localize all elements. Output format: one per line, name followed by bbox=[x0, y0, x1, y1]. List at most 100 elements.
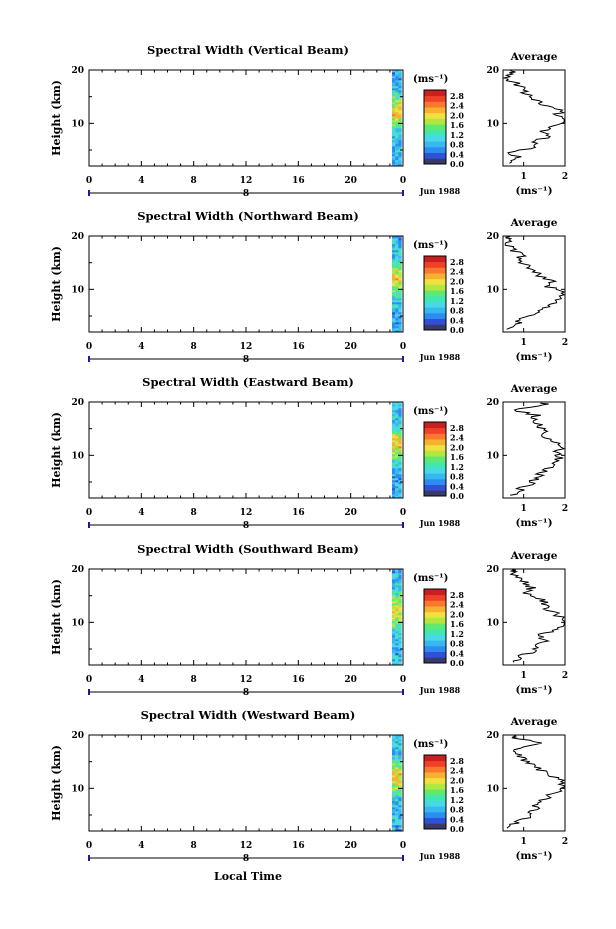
heatmap-cell bbox=[395, 639, 399, 642]
heatmap-cell bbox=[392, 589, 396, 592]
heatmap-cell bbox=[395, 470, 399, 473]
x-tick-label: 8 bbox=[191, 508, 197, 518]
heatmap-cell bbox=[395, 799, 399, 802]
heatmap-cell bbox=[395, 242, 399, 245]
heatmap-cell bbox=[395, 741, 399, 744]
heatmap-cell bbox=[395, 294, 399, 297]
heatmap-cell bbox=[392, 78, 396, 81]
x-tick-label: 0 bbox=[86, 342, 92, 352]
heatmap-cell bbox=[395, 617, 399, 620]
heatmap-cell bbox=[392, 436, 396, 439]
heatmap-cell bbox=[395, 124, 399, 127]
average-title: Average bbox=[510, 217, 558, 229]
heatmap-cell bbox=[395, 749, 399, 752]
heatmap-cell bbox=[392, 468, 396, 471]
heatmap-cell bbox=[398, 633, 402, 636]
heatmap-cell bbox=[395, 266, 399, 269]
panel-1: Spectral Width (Vertical Beam)0 4 8 12 16 20 0… bbox=[50, 43, 568, 199]
heatmap-cell bbox=[392, 74, 396, 77]
heatmap-cell bbox=[395, 78, 399, 81]
heatmap-cell bbox=[398, 434, 402, 437]
heatmap-cell bbox=[395, 260, 399, 263]
x-tick-label: 20 bbox=[344, 342, 357, 352]
x-tick-label: 16 bbox=[292, 508, 305, 518]
heatmap-cell bbox=[398, 402, 402, 405]
heatmap-cell bbox=[395, 793, 399, 796]
heatmap-cell bbox=[398, 136, 402, 139]
x-tick-label: 8 bbox=[191, 342, 197, 352]
heatmap-cell bbox=[398, 593, 402, 596]
x-tick-label: 12 bbox=[240, 675, 253, 685]
heatmap-cell bbox=[398, 607, 402, 610]
colorbar-tick-label: 1.2 bbox=[450, 130, 464, 140]
heatmap-cell bbox=[392, 749, 396, 752]
colorbar-swatch bbox=[424, 606, 446, 613]
colorbar-swatch bbox=[424, 118, 446, 125]
colorbar-swatch bbox=[424, 129, 446, 136]
average-unit: (ms⁻¹) bbox=[515, 684, 552, 696]
plot-frame bbox=[88, 734, 404, 832]
heatmap-cell bbox=[398, 599, 402, 602]
average-x-tick-label: 2 bbox=[562, 837, 568, 847]
heatmap-cell bbox=[395, 466, 399, 469]
heatmap-cell bbox=[395, 144, 399, 147]
heatmap-cell bbox=[398, 150, 402, 153]
heatmap-cell bbox=[398, 264, 402, 267]
heatmap-cell bbox=[392, 122, 396, 125]
heatmap-cell bbox=[392, 438, 396, 441]
average-profile-line bbox=[501, 70, 566, 164]
heatmap-cell bbox=[395, 484, 399, 487]
heatmap-cell bbox=[395, 104, 399, 107]
heatmap-cell bbox=[398, 146, 402, 149]
heatmap-data bbox=[392, 735, 402, 832]
x-tick-label: 0 bbox=[86, 176, 92, 186]
heatmap-cell bbox=[392, 128, 396, 131]
heatmap-cell bbox=[392, 631, 396, 634]
heatmap-cell bbox=[392, 310, 396, 313]
heatmap-cell bbox=[392, 813, 396, 816]
heatmap-cell bbox=[395, 795, 399, 798]
colorbar-swatch bbox=[424, 324, 446, 331]
colorbar-tick-label: 2.8 bbox=[450, 423, 464, 433]
heatmap-cell bbox=[392, 136, 396, 139]
heatmap-cell bbox=[392, 607, 396, 610]
heatmap-cell bbox=[395, 122, 399, 125]
heatmap-cell bbox=[398, 266, 402, 269]
heatmap-cell bbox=[395, 310, 399, 313]
colorbar-swatch bbox=[424, 473, 446, 480]
colorbar-swatch bbox=[424, 800, 446, 807]
average-profile-line bbox=[506, 735, 566, 829]
heatmap-cell bbox=[395, 326, 399, 329]
colorbar-tick-label: 2.8 bbox=[450, 257, 464, 267]
heatmap-cell bbox=[395, 262, 399, 265]
heatmap-cell bbox=[392, 424, 396, 427]
heatmap-cell bbox=[395, 743, 399, 746]
colorbar-tick-label: 1.6 bbox=[450, 619, 464, 629]
heatmap-cell bbox=[395, 492, 399, 495]
colorbar-swatch bbox=[424, 261, 446, 268]
heatmap-cell bbox=[398, 799, 402, 802]
heatmap-cell bbox=[398, 573, 402, 576]
heatmap-cell bbox=[392, 765, 396, 768]
x-tick-label: 16 bbox=[292, 176, 305, 186]
colorbar-swatch bbox=[424, 789, 446, 796]
heatmap-cell bbox=[398, 823, 402, 826]
heatmap-cell bbox=[398, 809, 402, 812]
colorbar-tick-label: 0.8 bbox=[450, 472, 464, 482]
heatmap-cell bbox=[398, 785, 402, 788]
heatmap-cell bbox=[392, 454, 396, 457]
heatmap-cell bbox=[398, 300, 402, 303]
heatmap-data bbox=[392, 236, 402, 333]
heatmap-cell bbox=[395, 322, 399, 325]
heatmap-cell bbox=[398, 470, 402, 473]
heatmap-cell bbox=[395, 288, 399, 291]
heatmap-cell bbox=[395, 807, 399, 810]
heatmap-cell bbox=[392, 787, 396, 790]
heatmap-cell bbox=[398, 635, 402, 638]
x-tick-label: 16 bbox=[292, 841, 305, 851]
colorbar: (ms⁻¹)2.82.42.01.61.20.80.40.0 bbox=[413, 74, 464, 169]
heatmap-cell bbox=[392, 486, 396, 489]
heatmap-cell bbox=[398, 777, 402, 780]
colorbar: (ms⁻¹)2.82.42.01.61.20.80.40.0 bbox=[413, 240, 464, 335]
day-label: 8 bbox=[243, 521, 249, 531]
